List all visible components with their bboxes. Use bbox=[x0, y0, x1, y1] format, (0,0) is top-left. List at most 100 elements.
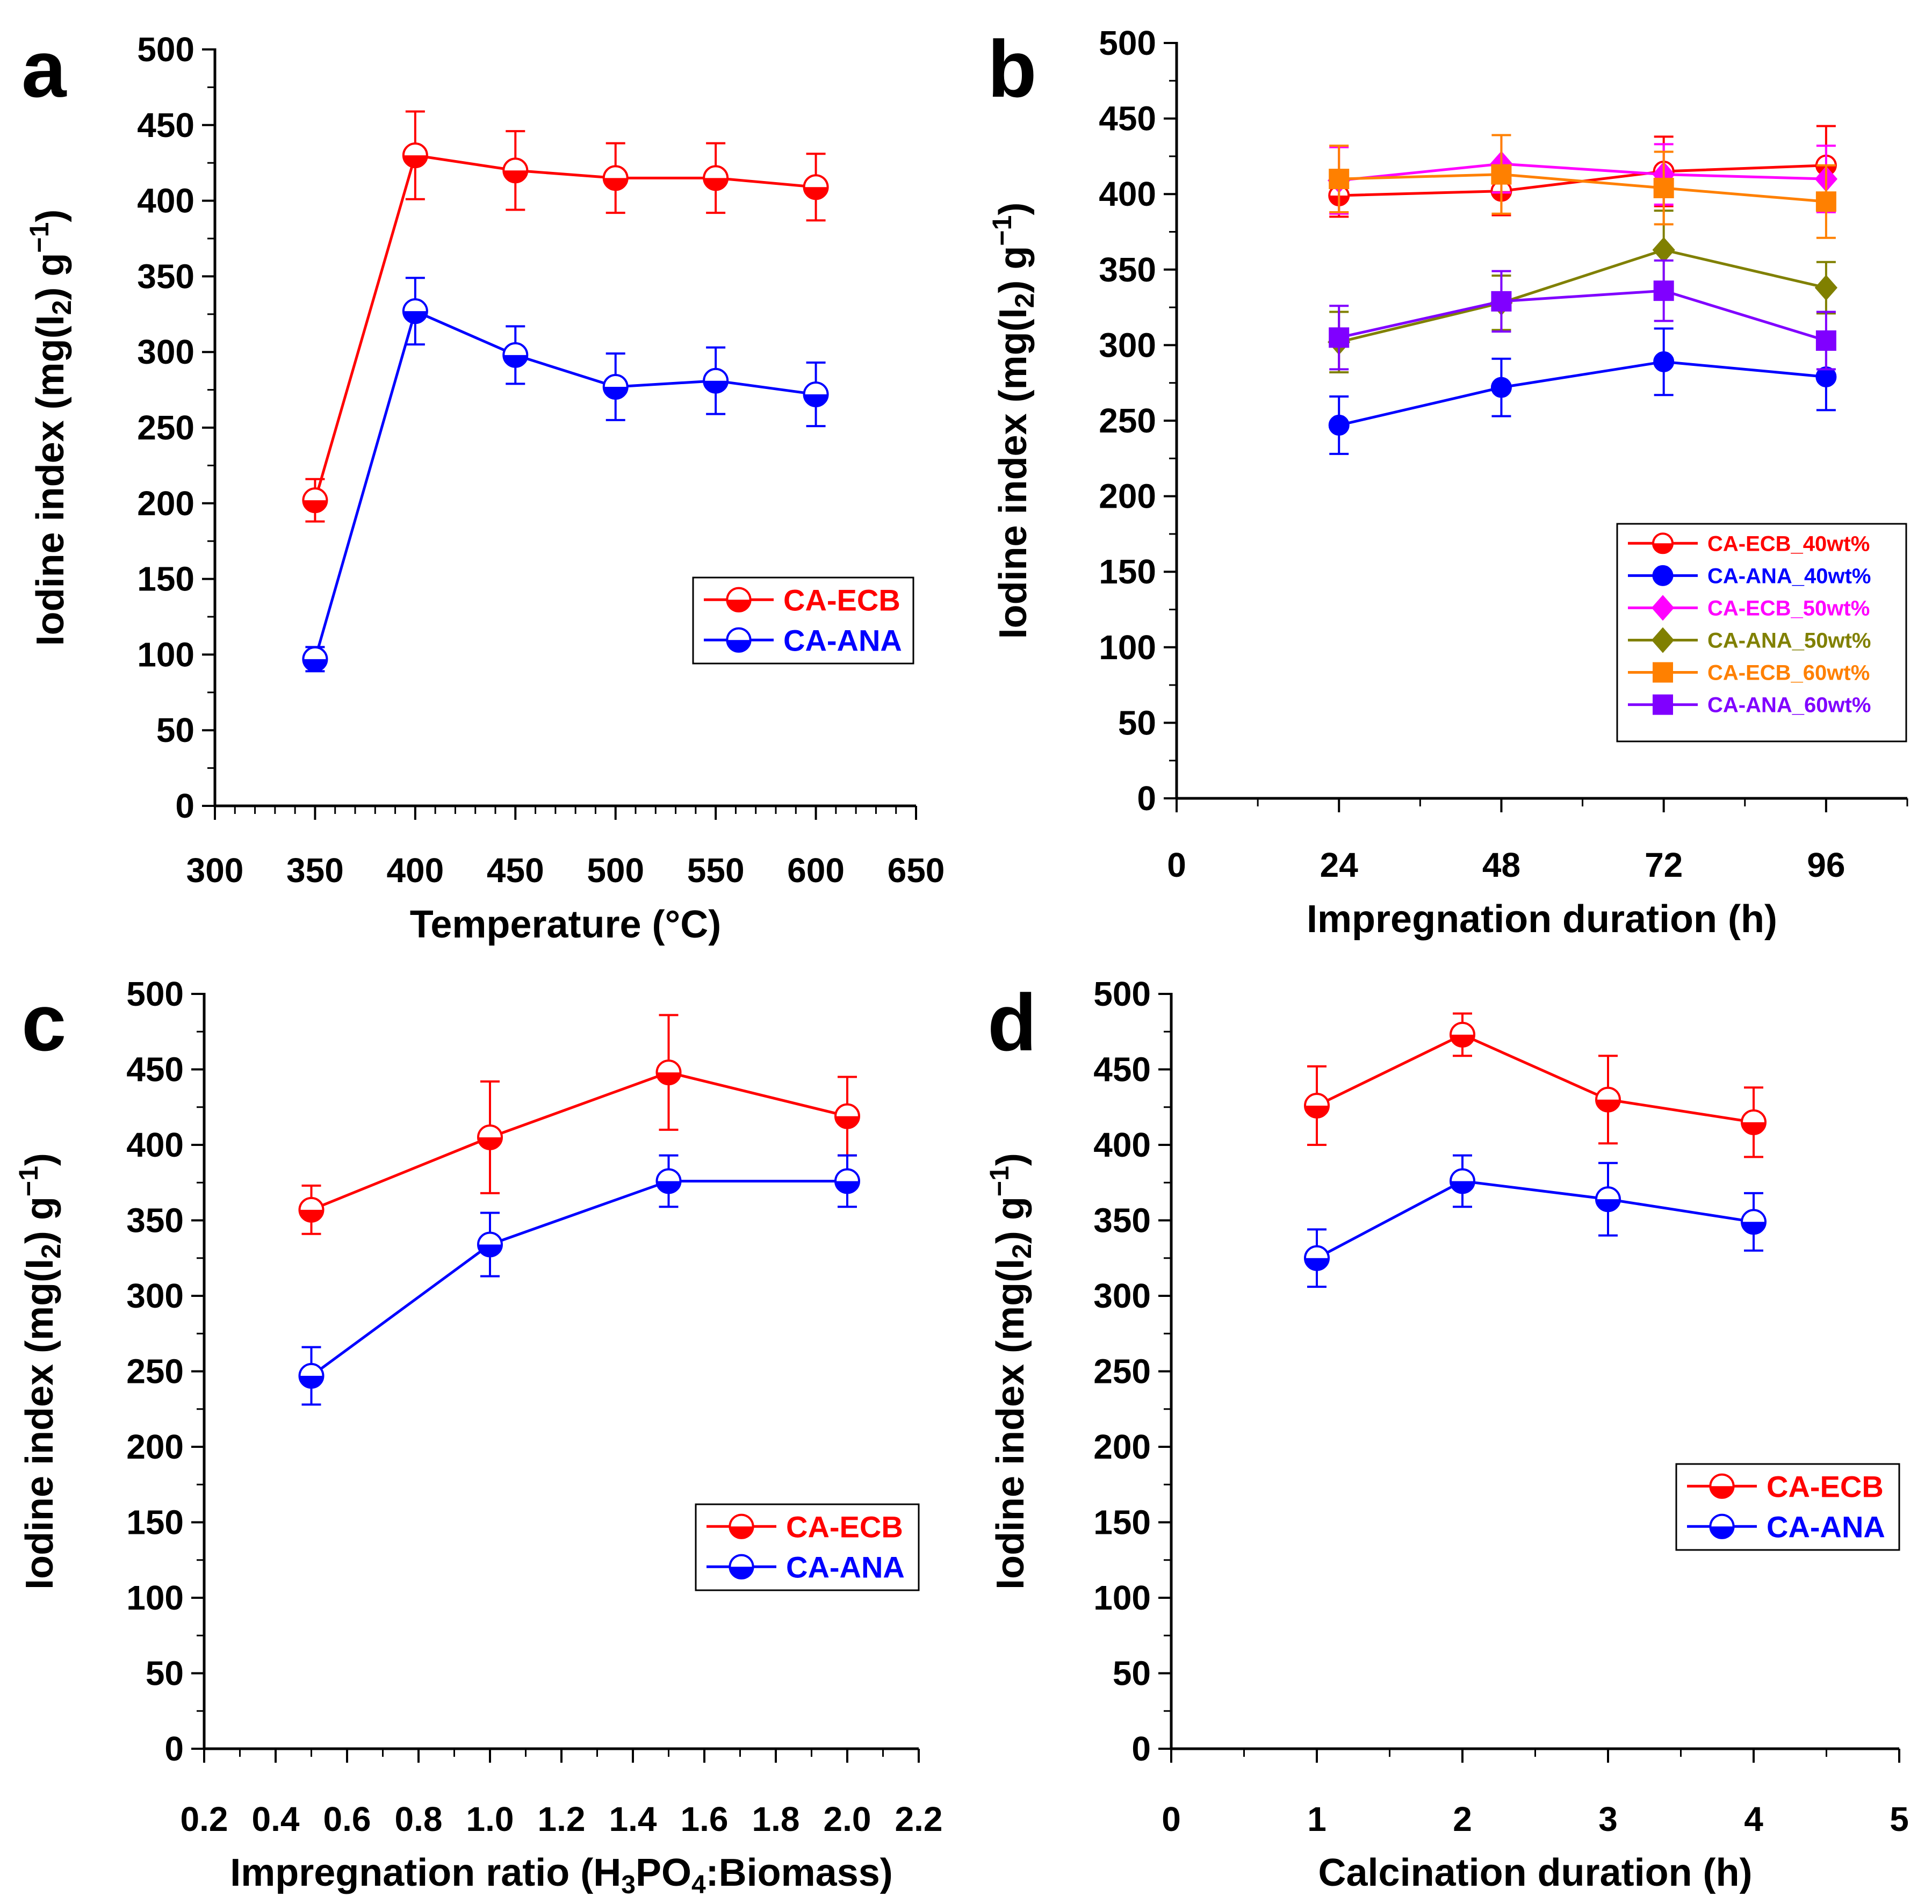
marker-fill bbox=[1742, 1222, 1765, 1234]
y-tick-label: 100 bbox=[137, 635, 194, 674]
data-point bbox=[1329, 169, 1350, 190]
legend-marker bbox=[726, 587, 752, 612]
y-tick-label: 150 bbox=[126, 1503, 184, 1542]
x-tick-label: 1.8 bbox=[752, 1800, 800, 1838]
legend-marker bbox=[1709, 1513, 1735, 1539]
y-tick-label: 50 bbox=[1113, 1654, 1151, 1693]
legend-entry: CA-ECB bbox=[1687, 1469, 1884, 1503]
x-axis-title: Temperature (°C) bbox=[410, 903, 722, 946]
data-point bbox=[402, 142, 428, 169]
legend-entry: CA-ECB_50wt% bbox=[1628, 595, 1870, 621]
x-axis-title-part: 3 bbox=[621, 1871, 636, 1899]
x-tick-label: 2.0 bbox=[824, 1800, 871, 1838]
data-point bbox=[1652, 237, 1675, 263]
legend-entry: CA-ECB bbox=[704, 583, 900, 617]
legend-label: CA-ECB bbox=[783, 583, 900, 617]
marker-fill bbox=[727, 640, 751, 652]
marker-fill bbox=[1596, 1199, 1620, 1211]
x-tick-label: 1.2 bbox=[538, 1800, 586, 1838]
y-tick-label: 450 bbox=[1099, 99, 1156, 138]
y-tick-label: 400 bbox=[1093, 1126, 1151, 1164]
y-tick-label: 250 bbox=[1093, 1352, 1151, 1391]
data-point bbox=[1491, 164, 1512, 185]
data-point bbox=[803, 381, 829, 408]
data-point bbox=[402, 298, 428, 324]
legend: CA-ECB CA-ANA bbox=[1675, 1463, 1900, 1551]
y-axis-title-part: ) bbox=[989, 1153, 1032, 1166]
marker-fill bbox=[299, 1209, 323, 1222]
marker-fill bbox=[704, 380, 728, 393]
y-tick-label: 150 bbox=[1099, 552, 1156, 591]
data-point bbox=[1741, 1209, 1767, 1235]
data-point bbox=[1328, 414, 1350, 436]
legend-marker bbox=[1709, 1473, 1735, 1499]
y-tick-label: 250 bbox=[126, 1352, 184, 1391]
y-axis-title-part: −1 bbox=[987, 215, 1017, 246]
y-axis-title-part: ) g bbox=[989, 1196, 1032, 1244]
panel-b: b 0 50 100 150 200 250 300 350 400 450 500 0 24 48 72 96… bbox=[987, 24, 1908, 941]
data-point bbox=[834, 1168, 860, 1194]
y-tick-label: 400 bbox=[126, 1126, 184, 1164]
data-point bbox=[655, 1059, 682, 1086]
marker-fill bbox=[804, 187, 828, 199]
y-axis-title-part: 2 bbox=[36, 1244, 66, 1259]
marker-fill bbox=[727, 600, 751, 611]
panel-c: c 0 50 100 150 200 250 300 350 400 450 500 0.2 0.4 0.6… bbox=[13, 975, 942, 1899]
data-point bbox=[602, 165, 629, 191]
y-tick-label: 450 bbox=[126, 1050, 184, 1089]
data-point bbox=[302, 646, 328, 672]
y-tick-label: 250 bbox=[1099, 401, 1156, 440]
y-tick-label: 350 bbox=[1093, 1201, 1151, 1240]
marker-fill bbox=[1742, 1122, 1765, 1134]
legend-entry: CA-ECB_40wt% bbox=[1628, 532, 1870, 556]
marker-fill bbox=[603, 178, 628, 190]
marker-fill bbox=[730, 1526, 753, 1538]
legend-entry: CA-ANA bbox=[707, 1550, 905, 1584]
series-CA-ECB bbox=[298, 1014, 860, 1235]
legend-label: CA-ANA_50wt% bbox=[1707, 629, 1871, 652]
marker-fill bbox=[835, 1181, 859, 1193]
legend-entry: CA-ANA_60wt% bbox=[1628, 694, 1871, 717]
x-tick-label: 48 bbox=[1482, 846, 1520, 884]
x-tick-label: 2.2 bbox=[895, 1800, 943, 1838]
y-tick-label: 500 bbox=[137, 30, 194, 69]
legend-entry: CA-ECB_60wt% bbox=[1628, 661, 1870, 685]
series-line bbox=[311, 1071, 848, 1211]
legend-label: CA-ECB_50wt% bbox=[1707, 596, 1870, 620]
data-point bbox=[298, 1196, 325, 1223]
legend-entry: CA-ANA bbox=[704, 623, 902, 657]
series-line bbox=[314, 309, 816, 660]
legend-entry: CA-ANA bbox=[1687, 1510, 1885, 1544]
data-point bbox=[1491, 291, 1512, 312]
data-point bbox=[1329, 327, 1350, 348]
y-axis-title-part: 2 bbox=[47, 300, 77, 315]
legend-label: CA-ANA_60wt% bbox=[1707, 694, 1871, 717]
x-tick-label: 96 bbox=[1807, 846, 1845, 884]
series-CA-ANA bbox=[1304, 1154, 1767, 1288]
y-axis-title: Iodine index (mg(I2) g−1) bbox=[984, 1153, 1037, 1590]
data-point bbox=[1490, 377, 1512, 398]
data-point bbox=[477, 1231, 503, 1258]
y-axis-title-part: Iodine index (mg(I bbox=[29, 315, 72, 646]
legend-marker bbox=[729, 1513, 754, 1539]
data-point bbox=[1741, 1109, 1767, 1135]
x-tick-label: 600 bbox=[787, 851, 845, 890]
x-tick-label: 550 bbox=[687, 851, 745, 890]
marker-fill bbox=[1653, 543, 1673, 553]
y-tick-label: 300 bbox=[126, 1276, 184, 1315]
y-tick-label: 500 bbox=[126, 975, 184, 1013]
panel-d: d 0 50 100 150 200 250 300 350 400 450 500 0 1 2 3 4 5 Cal… bbox=[984, 975, 1909, 1894]
marker-fill bbox=[704, 178, 728, 190]
y-tick-label: 150 bbox=[1093, 1503, 1151, 1542]
legend-label: CA-ANA bbox=[783, 623, 902, 657]
y-tick-label: 400 bbox=[137, 182, 194, 220]
data-point bbox=[502, 342, 529, 368]
x-axis-title: Impregnation duration (h) bbox=[1307, 898, 1777, 941]
legend-marker bbox=[1653, 694, 1673, 715]
y-tick-label: 350 bbox=[1099, 250, 1156, 289]
y-tick-label: 100 bbox=[1099, 628, 1156, 667]
data-point bbox=[477, 1124, 503, 1150]
x-tick-label: 2 bbox=[1453, 1800, 1472, 1838]
y-tick-label: 350 bbox=[137, 257, 194, 295]
y-axis-title-part: −1 bbox=[984, 1166, 1014, 1196]
